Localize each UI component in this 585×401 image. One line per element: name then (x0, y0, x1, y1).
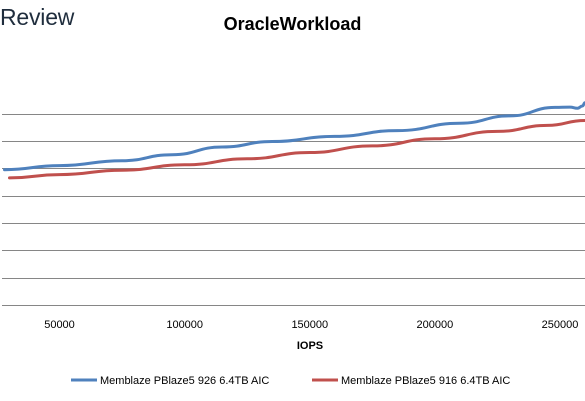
x-tick-label-1: 100000 (166, 319, 203, 331)
x-tick-label-0: 50000 (44, 319, 75, 331)
gridlines (2, 114, 585, 306)
x-axis-ticks: 50000 100000 150000 200000 250000 (44, 319, 578, 331)
chart-title: OracleWorkload (223, 14, 362, 34)
series-line-0 (3, 101, 585, 172)
x-tick-label-4: 250000 (542, 319, 579, 331)
x-axis-title: IOPS (297, 340, 323, 352)
legend-label-1: Memblaze PBlaze5 916 6.4TB AIC (341, 375, 510, 387)
x-tick-label-2: 150000 (291, 319, 328, 331)
brand-logo-text: Review (0, 4, 75, 30)
series-lines (3, 101, 585, 180)
x-tick-label-3: 200000 (417, 319, 454, 331)
legend: Memblaze PBlaze5 926 6.4TB AIC Memblaze P… (71, 375, 510, 387)
series-line-1 (8, 119, 585, 180)
legend-label-0: Memblaze PBlaze5 926 6.4TB AIC (100, 375, 269, 387)
